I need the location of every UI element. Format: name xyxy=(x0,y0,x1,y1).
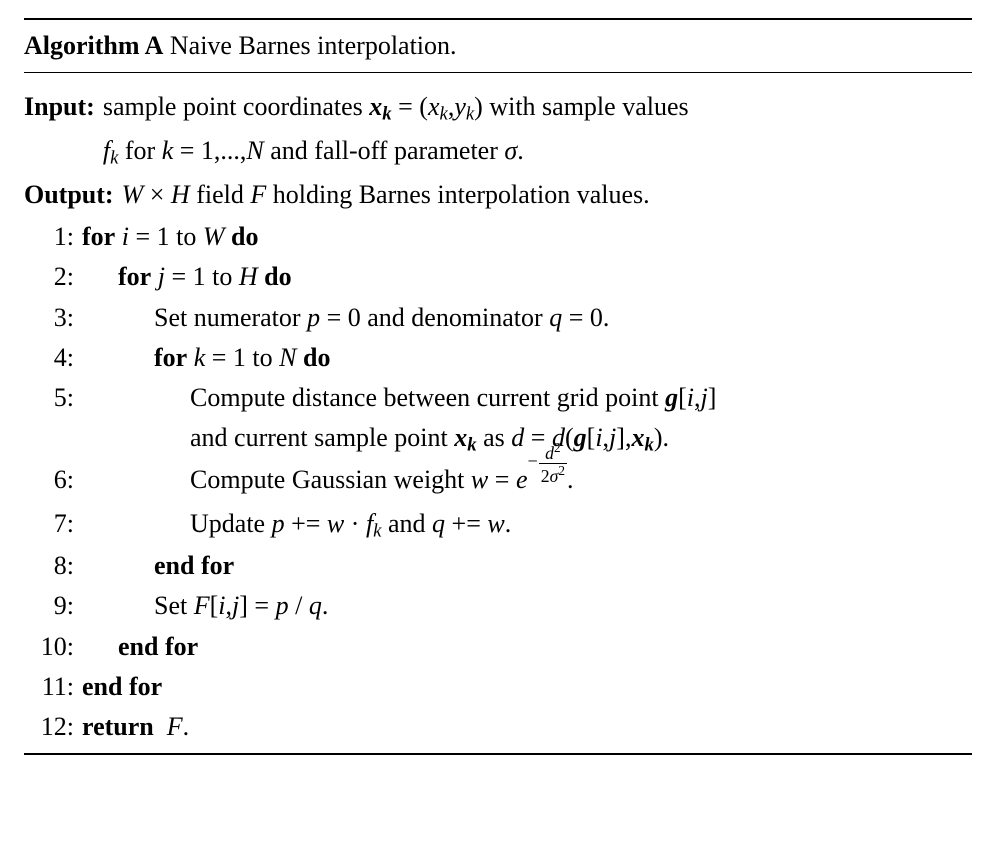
step: 6: Compute Gaussian weight w = e−d22σ2. xyxy=(24,460,972,504)
input-block: Input: sample point coordinates xk = (xk… xyxy=(24,87,972,129)
step-number: 2: xyxy=(24,257,82,297)
output-block: Output: W × H field F holding Barnes int… xyxy=(24,175,972,215)
algorithm-name: Naive Barnes interpolation. xyxy=(170,31,457,60)
algorithm-box: Algorithm A Naive Barnes interpolation. … xyxy=(24,18,972,755)
step: 10: end for xyxy=(24,627,972,667)
step: 5: Compute distance between current grid… xyxy=(24,378,972,460)
step: 8: end for xyxy=(24,546,972,586)
step-body: end for xyxy=(82,546,972,586)
input-text: sample point coordinates xk = (xk,yk) wi… xyxy=(103,87,972,129)
step-number: 6: xyxy=(24,460,82,504)
step-number: 9: xyxy=(24,586,82,626)
algorithm-body: Input: sample point coordinates xk = (xk… xyxy=(24,73,972,753)
step-number: 8: xyxy=(24,546,82,586)
step-number: 12: xyxy=(24,707,82,747)
step-number: 4: xyxy=(24,338,82,378)
step-body: for j = 1 to H do xyxy=(82,257,972,297)
input-block-line2: Input: fk for k = 1,...,N and fall-off p… xyxy=(24,131,972,173)
step: 7: Update p += w · fk and q += w. xyxy=(24,504,972,546)
step: 2: for j = 1 to H do xyxy=(24,257,972,297)
step-number: 1: xyxy=(24,217,82,257)
step-body: Set F[i,j] = p / q. xyxy=(82,586,972,626)
step-body: Set numerator p = 0 and denominator q = … xyxy=(82,298,972,338)
input-text-2: fk for k = 1,...,N and fall-off paramete… xyxy=(103,131,972,173)
step-number: 11: xyxy=(24,667,82,707)
step-number: 5: xyxy=(24,378,82,460)
algorithm-label: Algorithm A xyxy=(24,31,163,60)
step-body: Compute Gaussian weight w = e−d22σ2. xyxy=(82,460,972,504)
steps: 1: for i = 1 to W do 2: for j = 1 to H d… xyxy=(24,217,972,747)
step-body: for k = 1 to N do xyxy=(82,338,972,378)
input-label: Input: xyxy=(24,87,103,127)
step-body: Update p += w · fk and q += w. xyxy=(82,504,972,546)
step: 4: for k = 1 to N do xyxy=(24,338,972,378)
step-number: 10: xyxy=(24,627,82,667)
step: 11: end for xyxy=(24,667,972,707)
step-body: for i = 1 to W do xyxy=(82,217,972,257)
step: 1: for i = 1 to W do xyxy=(24,217,972,257)
step: 3: Set numerator p = 0 and denominator q… xyxy=(24,298,972,338)
step: 9: Set F[i,j] = p / q. xyxy=(24,586,972,626)
step: 12: return F. xyxy=(24,707,972,747)
step-number: 3: xyxy=(24,298,82,338)
algorithm-title: Algorithm A Naive Barnes interpolation. xyxy=(24,20,972,73)
step-body: end for xyxy=(82,627,972,667)
step-body: end for xyxy=(82,667,972,707)
output-text: W × H field F holding Barnes interpolati… xyxy=(122,175,972,215)
step-number: 7: xyxy=(24,504,82,546)
step-body: return F. xyxy=(82,707,972,747)
output-label: Output: xyxy=(24,175,122,215)
